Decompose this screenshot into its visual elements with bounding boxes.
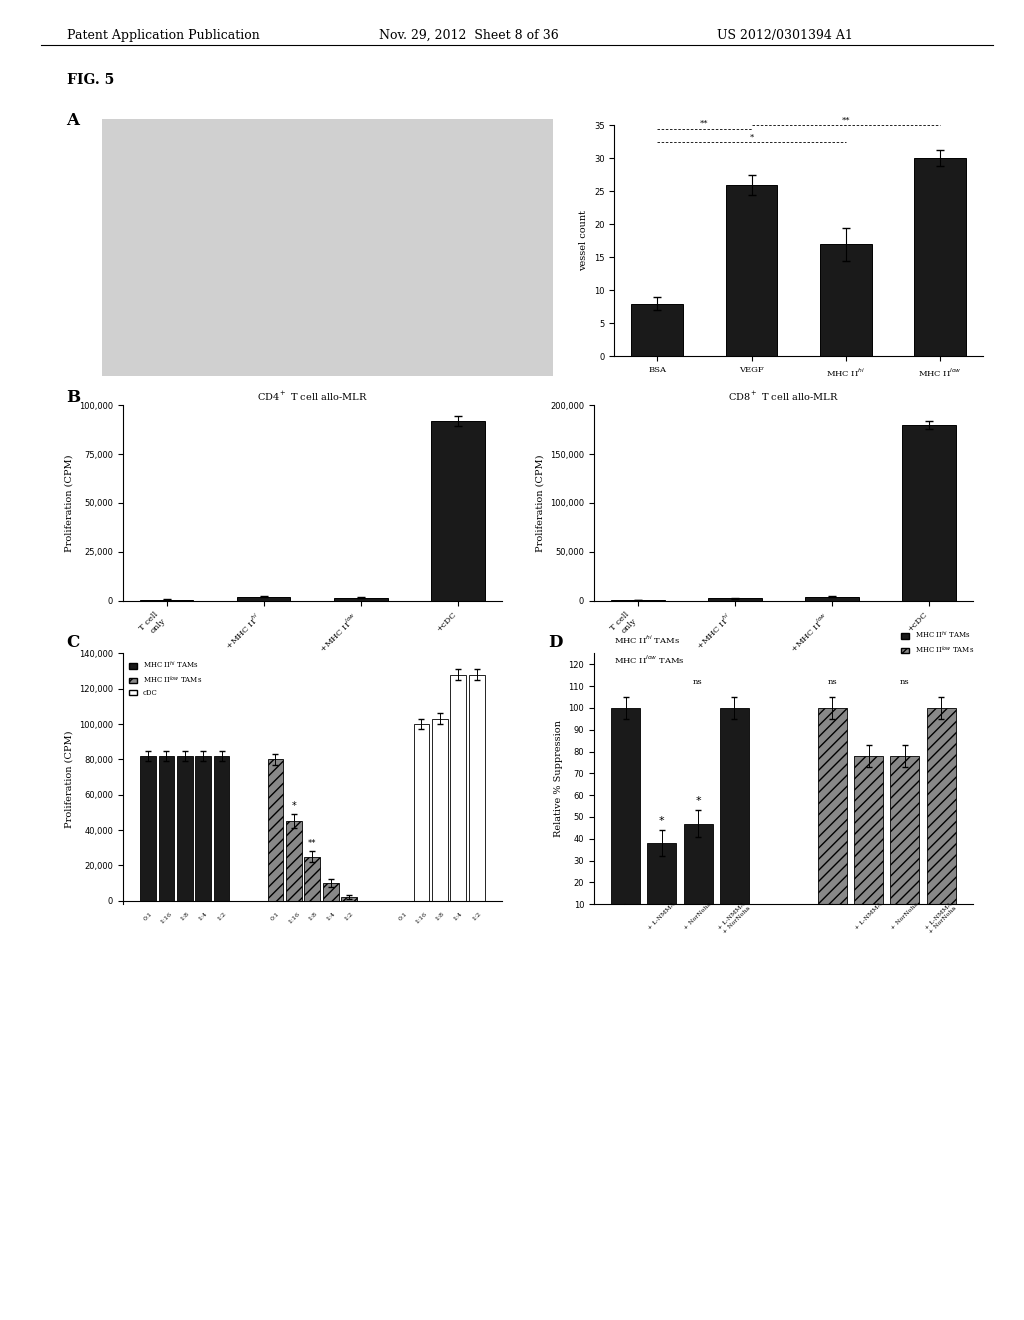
Legend: MHC II$^{hi}$ TAMs, MHC II$^{low}$ TAMs: MHC II$^{hi}$ TAMs, MHC II$^{low}$ TAMs: [898, 627, 977, 659]
Text: MHC II$^{hi}$ TAMs: MHC II$^{hi}$ TAMs: [184, 246, 250, 257]
Title: CD8$^+$ T cell allo-MLR: CD8$^+$ T cell allo-MLR: [728, 389, 839, 403]
Text: *: *: [750, 133, 754, 141]
Text: D: D: [548, 634, 562, 651]
Bar: [196, 756, 211, 900]
Text: FIG. 5: FIG. 5: [67, 73, 114, 87]
Bar: [106, 252, 324, 374]
Text: 0:1: 0:1: [270, 911, 281, 921]
Text: B: B: [67, 389, 81, 407]
Text: + NorNoha: + NorNoha: [890, 902, 920, 931]
Legend: MHC II$^{hi}$ TAMs, MHC II$^{low}$ TAMs, cDC: MHC II$^{hi}$ TAMs, MHC II$^{low}$ TAMs,…: [126, 657, 205, 700]
Bar: [414, 725, 429, 900]
Text: Nov. 29, 2012  Sheet 8 of 36: Nov. 29, 2012 Sheet 8 of 36: [379, 29, 559, 42]
Bar: [854, 756, 883, 927]
Text: **: **: [700, 120, 709, 128]
Bar: [267, 759, 284, 900]
Text: + L-NMMA
+ NorNoha: + L-NMMA + NorNoha: [925, 902, 957, 935]
Text: 1:2: 1:2: [471, 911, 482, 921]
Y-axis label: Proliferation (CPM): Proliferation (CPM): [65, 454, 74, 552]
Text: **: **: [842, 116, 850, 124]
Text: -: -: [830, 902, 835, 907]
Text: C: C: [67, 634, 80, 651]
Bar: [432, 719, 447, 900]
Text: 0:1: 0:1: [397, 911, 409, 921]
Text: US 2012/0301394 A1: US 2012/0301394 A1: [717, 29, 853, 42]
Bar: [927, 708, 955, 927]
Text: VEGF: VEGF: [428, 124, 457, 133]
Bar: [238, 597, 291, 601]
Text: + L-NMMA: + L-NMMA: [647, 902, 677, 931]
Text: 1:8: 1:8: [307, 911, 317, 921]
Bar: [323, 883, 339, 900]
Bar: [177, 756, 193, 900]
Text: MHC II$^{low}$ TAMs: MHC II$^{low}$ TAMs: [408, 246, 478, 257]
Bar: [159, 756, 174, 900]
Bar: [214, 756, 229, 900]
Text: + L-NMMA: + L-NMMA: [854, 902, 884, 931]
Text: 1:8: 1:8: [434, 911, 445, 921]
Y-axis label: Relative % Suppression: Relative % Suppression: [554, 721, 563, 837]
Bar: [684, 824, 713, 927]
Text: 1:2: 1:2: [344, 911, 354, 921]
Bar: [469, 675, 484, 900]
Text: 0:1: 0:1: [142, 911, 154, 921]
Text: *: *: [659, 816, 665, 826]
Text: 1:8: 1:8: [179, 911, 190, 921]
Text: *: *: [695, 796, 700, 807]
Bar: [818, 708, 847, 927]
Y-axis label: vessel count: vessel count: [580, 210, 589, 272]
Bar: [709, 598, 762, 601]
Bar: [334, 598, 387, 601]
Bar: [805, 597, 858, 601]
Text: + L-NMMA
+ NorNoha: + L-NMMA + NorNoha: [718, 902, 751, 935]
Bar: [820, 244, 871, 356]
Bar: [631, 304, 683, 356]
Text: 1:2: 1:2: [216, 911, 227, 921]
Text: 1:16: 1:16: [415, 911, 428, 925]
Text: Patent Application Publication: Patent Application Publication: [67, 29, 259, 42]
Text: 1:4: 1:4: [326, 911, 336, 923]
Text: ns: ns: [900, 678, 909, 686]
Text: ns: ns: [693, 678, 702, 686]
Bar: [451, 675, 466, 900]
Bar: [902, 425, 955, 601]
Text: A: A: [67, 112, 80, 129]
Text: MHC II$^{hi}$ TAMs: MHC II$^{hi}$ TAMs: [614, 634, 680, 645]
Text: BSA: BSA: [207, 124, 227, 133]
Bar: [720, 708, 749, 927]
Y-axis label: Proliferation (CPM): Proliferation (CPM): [536, 454, 545, 552]
Y-axis label: Proliferation (CPM): Proliferation (CPM): [65, 730, 74, 828]
Text: 1:16: 1:16: [160, 911, 173, 925]
Title: CD4$^+$ T cell allo-MLR: CD4$^+$ T cell allo-MLR: [257, 389, 368, 403]
Text: *: *: [292, 801, 296, 810]
Bar: [140, 756, 156, 900]
Bar: [647, 843, 676, 927]
Bar: [332, 124, 549, 246]
Bar: [914, 158, 967, 356]
Text: + NorNoha: + NorNoha: [683, 902, 713, 931]
Bar: [431, 421, 484, 601]
Text: **: **: [308, 838, 316, 847]
Text: ns: ns: [827, 678, 838, 686]
Bar: [106, 124, 324, 246]
Text: -: -: [623, 902, 628, 907]
Bar: [304, 857, 321, 900]
Text: 1:4: 1:4: [198, 911, 209, 923]
Bar: [726, 185, 777, 356]
Text: 1:4: 1:4: [453, 911, 464, 923]
Text: MHC II$^{low}$ TAMs: MHC II$^{low}$ TAMs: [614, 653, 685, 665]
Text: 1:16: 1:16: [287, 911, 301, 925]
Bar: [611, 708, 640, 927]
Bar: [286, 821, 302, 900]
Bar: [332, 252, 549, 374]
Bar: [341, 898, 357, 900]
Bar: [891, 756, 920, 927]
